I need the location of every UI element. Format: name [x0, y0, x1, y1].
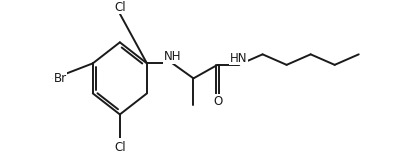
- Text: NH: NH: [164, 50, 181, 63]
- Text: Br: Br: [54, 72, 67, 85]
- Text: Cl: Cl: [114, 1, 126, 14]
- Text: Cl: Cl: [114, 142, 126, 155]
- Text: HN: HN: [230, 52, 247, 65]
- Text: O: O: [213, 95, 222, 108]
